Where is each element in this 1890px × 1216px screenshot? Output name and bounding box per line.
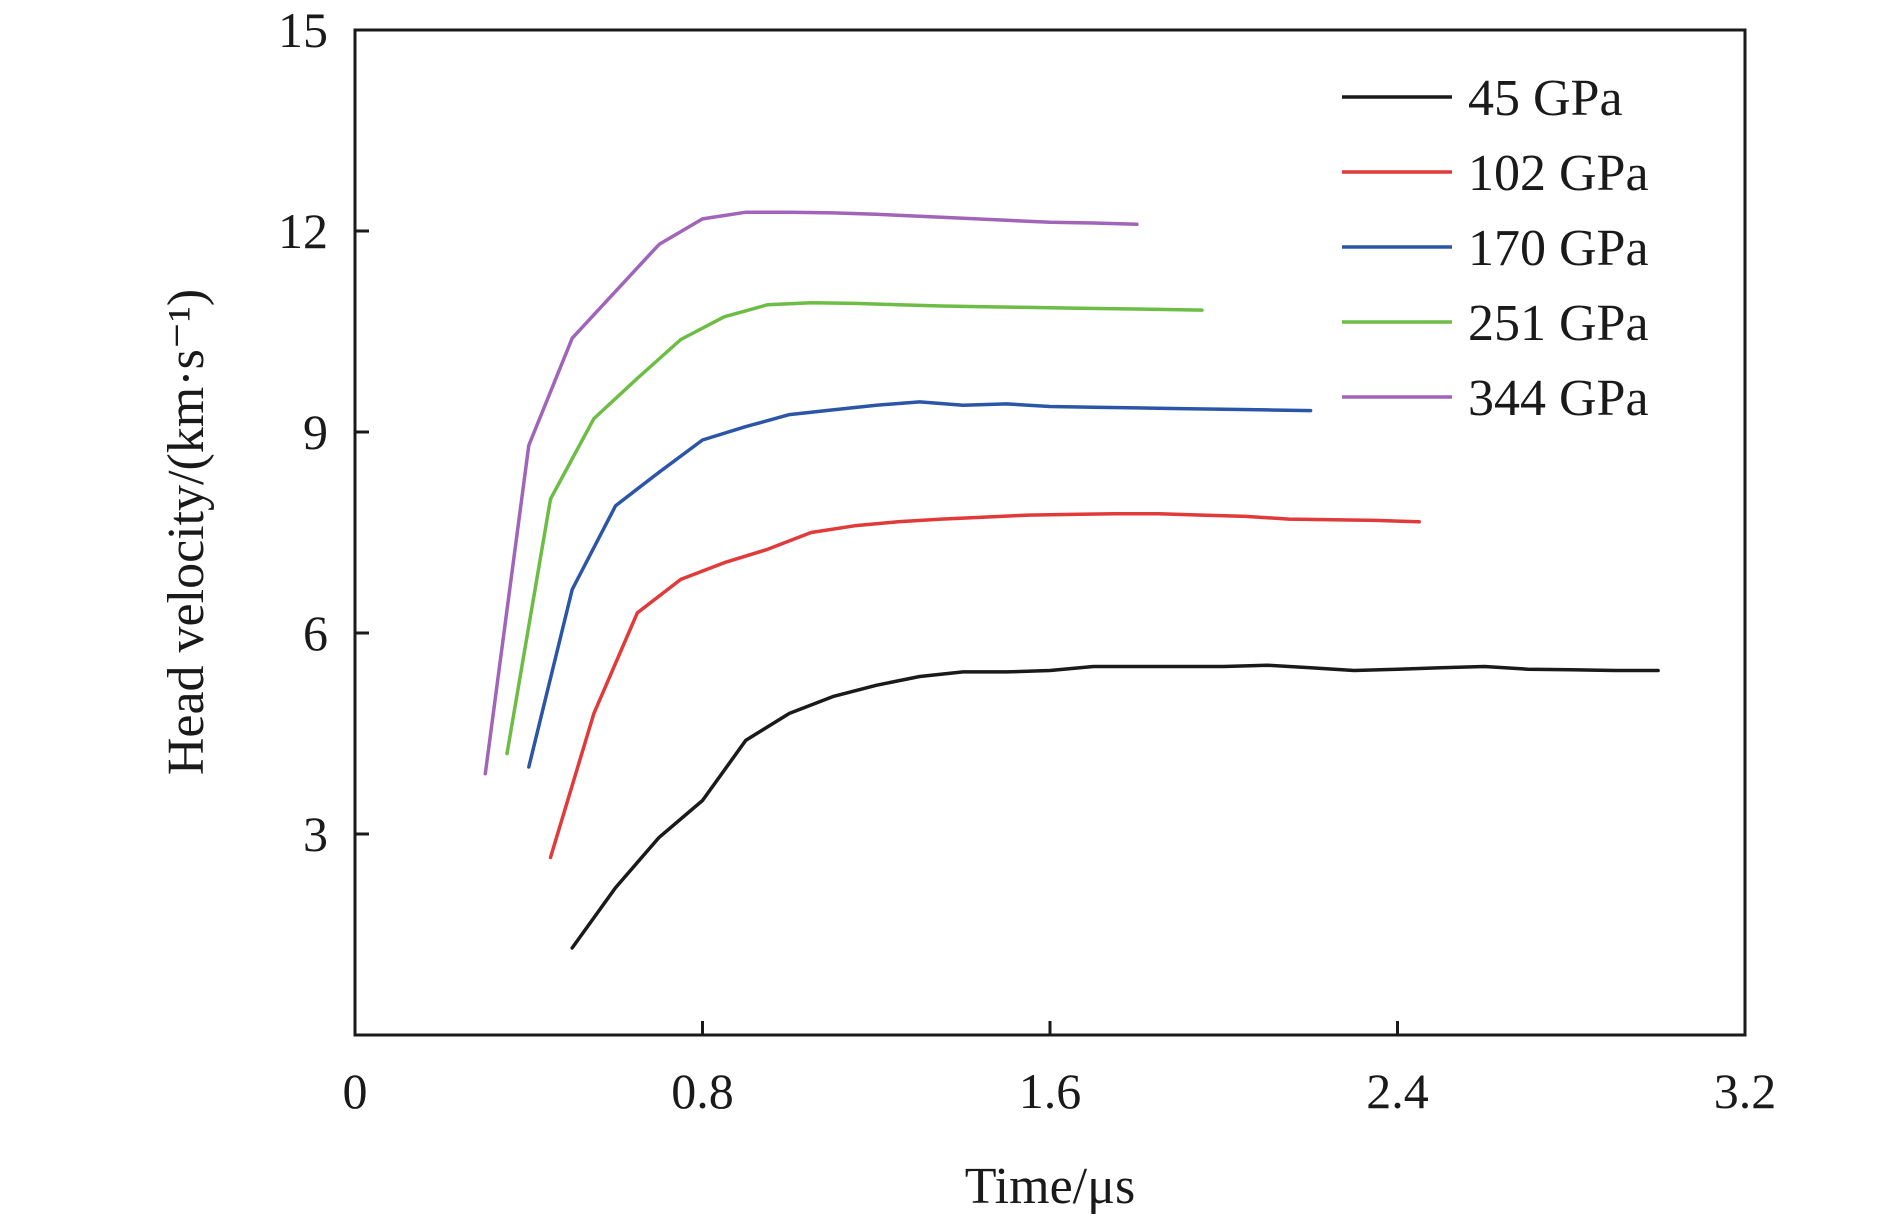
y-tick-label: 9 bbox=[303, 404, 328, 460]
x-tick-label: 2.4 bbox=[1366, 1063, 1429, 1119]
legend-label: 344 GPa bbox=[1468, 370, 1649, 427]
series-line-251-gpa bbox=[505, 300, 1204, 756]
y-tick-label: 3 bbox=[303, 806, 328, 862]
y-tick-label: 12 bbox=[278, 203, 328, 259]
legend: 45 GPa 102 GPa 170 GPa 251 GPa 344 GPa bbox=[1342, 70, 1649, 427]
series-lines bbox=[483, 210, 1660, 950]
legend-label: 251 GPa bbox=[1468, 295, 1649, 352]
y-axis-title: Head velocity/(km·s⁻¹) bbox=[158, 289, 215, 775]
y-tick-label: 6 bbox=[303, 605, 328, 661]
series-line-45-gpa bbox=[570, 663, 1660, 950]
x-tick-label: 3.2 bbox=[1714, 1063, 1777, 1119]
x-axis-title: Time/μs bbox=[965, 1158, 1135, 1215]
series-line-102-gpa bbox=[548, 511, 1421, 860]
x-tick-label: 0.8 bbox=[671, 1063, 734, 1119]
legend-label: 170 GPa bbox=[1468, 220, 1649, 277]
y-axis-ticks: 3 6 9 12 15 bbox=[278, 2, 369, 862]
legend-label: 45 GPa bbox=[1468, 70, 1623, 127]
x-axis-ticks: 0 0.8 1.6 2.4 3.2 bbox=[343, 1021, 1777, 1119]
y-tick-label: 15 bbox=[278, 2, 328, 58]
x-tick-label: 1.6 bbox=[1019, 1063, 1082, 1119]
legend-label: 102 GPa bbox=[1468, 145, 1649, 202]
series-line-170-gpa bbox=[527, 400, 1313, 769]
series-line-344-gpa bbox=[483, 210, 1139, 776]
x-tick-label: 0 bbox=[343, 1063, 368, 1119]
